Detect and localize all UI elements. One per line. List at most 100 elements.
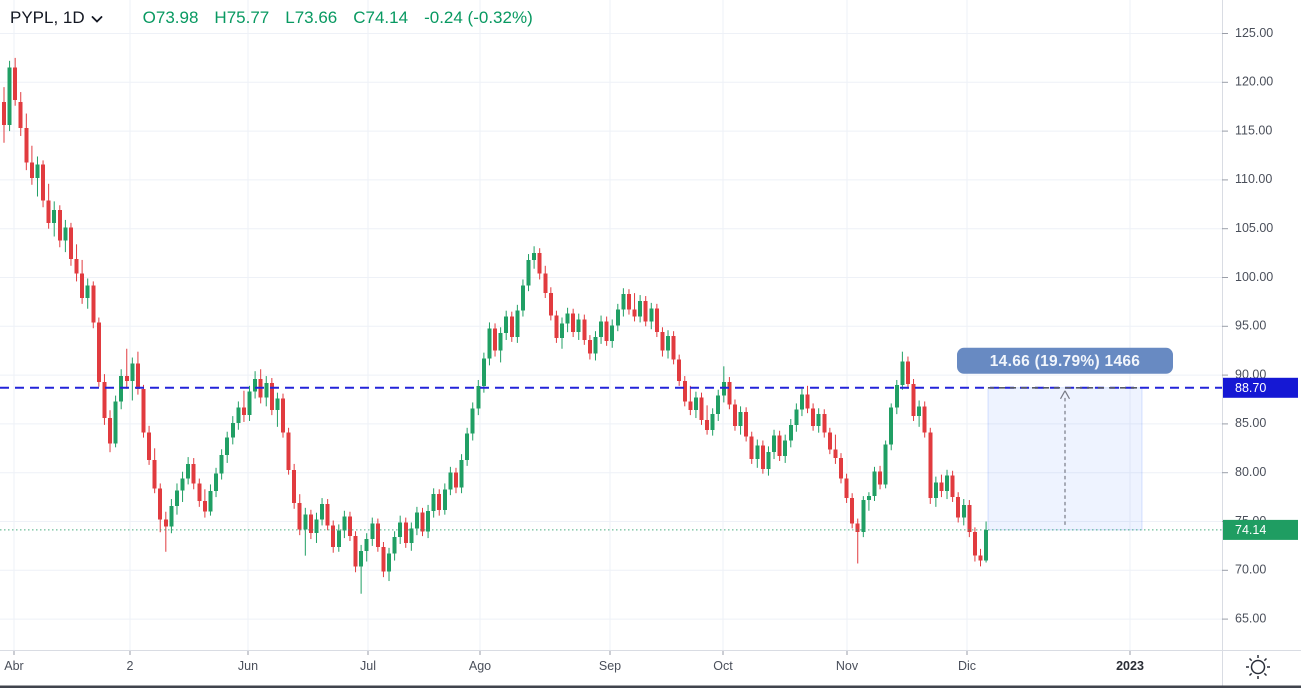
candle-body	[917, 406, 922, 417]
symbol-title[interactable]: PYPL, 1D	[10, 8, 85, 27]
candle-body	[710, 414, 715, 430]
candle-body	[900, 361, 905, 385]
candle-body	[41, 164, 46, 201]
candle-body	[699, 397, 704, 420]
candle-body	[850, 498, 855, 524]
candle-body	[654, 308, 659, 333]
candle-body	[364, 539, 369, 551]
time-tick-label: Jun	[238, 659, 258, 673]
candle-body	[894, 384, 899, 408]
candle-body	[599, 321, 604, 338]
candle-body	[755, 445, 760, 460]
candle-body	[353, 536, 358, 567]
candle-body	[470, 408, 475, 434]
candle-body	[163, 519, 168, 527]
candle-body	[532, 253, 537, 260]
measure-label[interactable]	[957, 347, 1173, 374]
candle-body	[13, 67, 18, 100]
candle-body	[520, 285, 525, 311]
candle-body	[7, 67, 12, 126]
symbol-legend: PYPL, 1D O73.98 H75.77 L73.66 C74.14 -0.…	[10, 8, 533, 28]
candle-body	[666, 336, 671, 351]
candle-body	[108, 418, 113, 444]
candle-body	[660, 332, 665, 351]
resistance-price-tag	[1223, 377, 1298, 398]
candle-body	[197, 483, 202, 502]
candle-body	[191, 463, 196, 484]
time-tick-label: Dic	[958, 659, 976, 673]
candle-body	[610, 325, 615, 341]
ohlc-low: L73.66	[285, 8, 338, 27]
time-tick-label: Oct	[713, 659, 733, 673]
candle-body	[57, 210, 62, 241]
candle-body	[961, 504, 966, 518]
candle-body	[431, 494, 436, 511]
price-tick-label: 115.00	[1235, 123, 1272, 137]
time-tick-label: Jul	[360, 659, 376, 673]
price-tick-label: 95.00	[1235, 319, 1266, 333]
last-price-tag	[1223, 519, 1298, 540]
candle-body	[509, 316, 514, 338]
candle-body	[141, 388, 146, 433]
price-tick-label: 80.00	[1235, 465, 1266, 479]
sun-icon[interactable]	[1246, 655, 1270, 679]
ohlc-high: H75.77	[214, 8, 270, 27]
candle-body	[889, 407, 894, 445]
candle-body	[375, 523, 380, 547]
candle-body	[565, 313, 570, 324]
price-tick-label: 105.00	[1235, 221, 1273, 235]
candle-body	[292, 469, 297, 503]
candle-body	[788, 424, 793, 441]
candle-body	[487, 328, 492, 359]
candle-body	[2, 101, 6, 126]
candle-body	[158, 488, 163, 520]
candle-body	[29, 162, 34, 178]
candle-body	[693, 397, 698, 411]
candle-body	[347, 516, 352, 537]
chevron-down-icon[interactable]	[91, 15, 103, 23]
candle-body	[370, 523, 375, 540]
candle-body	[241, 407, 246, 416]
candle-body	[91, 285, 96, 323]
candle-body	[956, 497, 961, 518]
candle-body	[225, 437, 230, 456]
time-tick-label: Sep	[599, 659, 621, 673]
candle-body	[543, 273, 548, 294]
candle-body	[493, 328, 498, 351]
candle-body	[794, 409, 799, 425]
candle-body	[24, 128, 29, 163]
candle-body	[481, 358, 486, 386]
candle-body	[63, 227, 68, 241]
candle-body	[186, 463, 191, 479]
candle-body	[269, 382, 274, 411]
candle-body	[732, 404, 737, 426]
time-tick-label: 2023	[1116, 659, 1144, 673]
candle-body	[587, 339, 592, 354]
candle-body	[96, 322, 101, 382]
candle-body	[922, 406, 927, 433]
candle-body	[465, 433, 470, 461]
candle-body	[174, 490, 179, 506]
time-tick-label: Abr	[4, 659, 23, 673]
candle-body	[671, 336, 676, 360]
candle-body	[844, 478, 849, 499]
candle-body	[939, 482, 944, 492]
candle-body	[783, 440, 788, 457]
ohlc-close: C74.14	[353, 8, 409, 27]
candle-body	[214, 473, 219, 492]
candle-body	[498, 333, 503, 351]
measure-label-text: 14.66 (19.79%) 1466	[990, 353, 1141, 370]
candle-body	[760, 445, 765, 469]
price-tick-label: 120.00	[1235, 75, 1273, 89]
candle-body	[308, 514, 313, 534]
candle-body	[453, 472, 458, 488]
candle-body	[811, 408, 816, 426]
candle-body	[911, 383, 916, 417]
candle-body	[621, 294, 626, 310]
candle-body	[442, 489, 447, 510]
candle-body	[604, 321, 609, 341]
candle-body	[526, 259, 531, 286]
candle-body	[336, 530, 341, 547]
bottom-edge	[0, 685, 1301, 688]
